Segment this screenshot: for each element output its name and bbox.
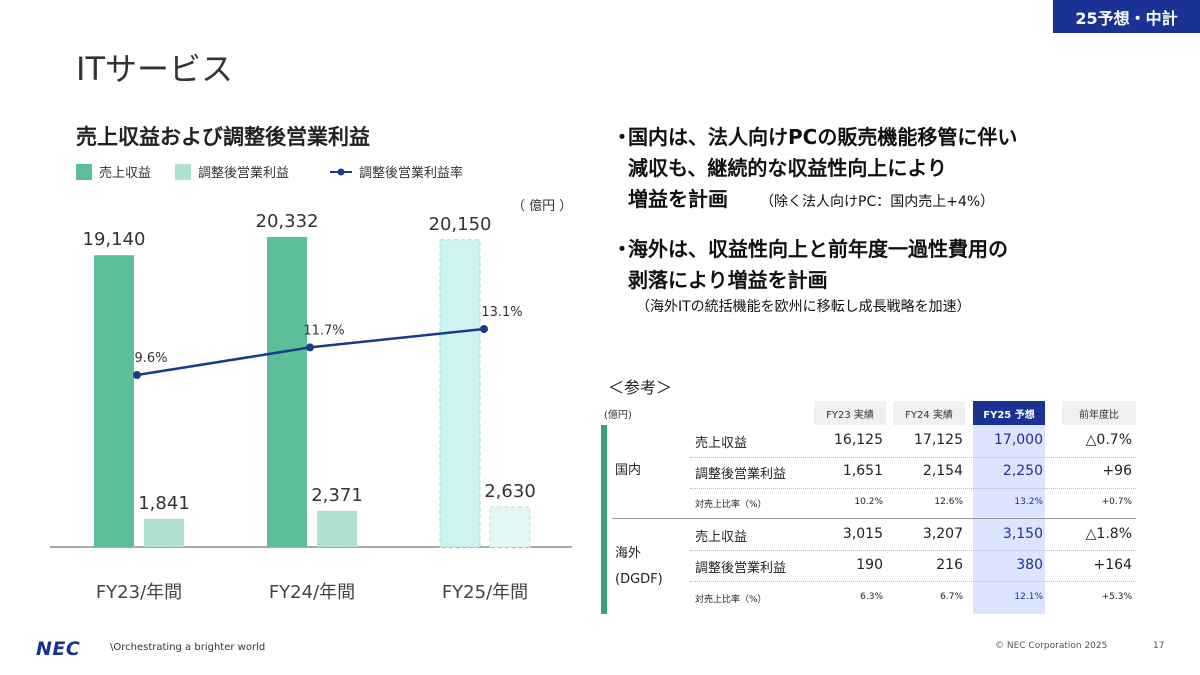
legend-label-revenue: 売上収益	[99, 166, 152, 181]
row-divider	[690, 550, 1136, 551]
bullet-line: 国内は、法人向けPCの販売機能移管に伴い	[628, 125, 1018, 149]
category-label: FY25/年間	[442, 582, 528, 603]
cell: 190	[856, 557, 883, 573]
cell: 380	[1016, 557, 1043, 573]
row-label: 調整後営業利益	[695, 561, 787, 576]
legend-swatch-revenue	[76, 163, 92, 180]
data-label-revenue: 19,140	[83, 229, 146, 250]
bar-line-chart: 19,140 1,841 FY23/年間 20,332 2,371 FY24/年間 20,1…	[50, 211, 572, 603]
cell: 17,000	[994, 432, 1043, 448]
group-label-line: 海外	[615, 546, 642, 561]
cell: 12.6%	[934, 497, 963, 507]
col-header-fy23: FY23 実績	[814, 401, 886, 425]
data-label-revenue: 20,332	[256, 211, 319, 232]
page-title: ITサービス	[76, 50, 233, 88]
cell: △0.7%	[1085, 432, 1132, 448]
cell: +0.7%	[1101, 497, 1132, 507]
data-label-rate: 13.1%	[481, 305, 522, 320]
group-label-domestic: 国内	[615, 463, 642, 478]
bullet-dot: ・	[612, 237, 632, 261]
cell: △1.8%	[1085, 526, 1132, 542]
rate-point	[480, 325, 488, 333]
row-divider	[690, 457, 1136, 458]
cell: +5.3%	[1101, 592, 1132, 602]
legend-label-profit: 調整後営業利益	[198, 166, 290, 181]
copyright: © NEC Corporation 2025	[995, 641, 1108, 651]
row-label: 調整後営業利益	[695, 467, 787, 482]
cell: 1,651	[842, 463, 883, 479]
cell: 6.7%	[940, 592, 963, 602]
row-label: 対売上比率（%）	[695, 500, 767, 510]
cell: +96	[1102, 463, 1132, 479]
bullet-line: 減収も、継続的な収益性向上により	[628, 156, 947, 180]
cell: 12.1%	[1014, 592, 1043, 602]
rate-point	[133, 371, 141, 379]
data-label-profit: 2,371	[311, 485, 363, 506]
data-label-profit: 2,630	[484, 481, 536, 502]
legend-swatch-profit	[175, 163, 191, 180]
legend-line-rate-icon	[330, 168, 352, 175]
forecast-badge: 25予想・中計	[1053, 0, 1200, 33]
legend-label-rate: 調整後営業利益率	[359, 166, 464, 181]
group-label-overseas: 海外 (DGDF)	[615, 541, 663, 593]
chart-title: 売上収益および調整後営業利益	[76, 125, 370, 149]
legend-item-profit: 調整後営業利益	[175, 162, 289, 181]
category-label: FY23/年間	[96, 582, 182, 603]
cell: +164	[1093, 557, 1132, 573]
cell: 16,125	[834, 432, 883, 448]
data-label-rate: 9.6%	[134, 351, 167, 366]
bar-profit	[144, 518, 184, 547]
group-label-line: (DGDF)	[615, 572, 663, 587]
page-number: 17	[1153, 641, 1165, 651]
reference-unit: (億円)	[604, 410, 632, 421]
row-divider	[690, 488, 1136, 489]
group-divider	[612, 518, 1136, 519]
data-label-profit: 1,841	[138, 493, 190, 514]
nec-logo: NEC	[36, 638, 81, 660]
bar-revenue	[94, 255, 134, 547]
cell: 17,125	[914, 432, 963, 448]
bar-profit	[489, 506, 531, 548]
group-accent-bar	[601, 425, 607, 614]
data-label-revenue: 20,150	[429, 214, 492, 235]
bullet-domestic: ・ 国内は、法人向けPCの販売機能移管に伴い 減収も、継続的な収益性向上により …	[612, 122, 1172, 218]
bullet-line: 海外は、収益性向上と前年度一過性費用の	[628, 237, 1008, 261]
col-header-fy25: FY25 予想	[973, 401, 1045, 425]
col-header-fy24: FY24 実績	[893, 401, 965, 425]
row-divider	[690, 581, 1136, 582]
bullet-line-with-note: 増益を計画 （除く法人向けPC：国内売上+4%）	[628, 184, 1172, 218]
cell: 2,154	[922, 463, 963, 479]
fy25-column-highlight	[973, 425, 1045, 614]
col-header-yoy: 前年度比	[1062, 401, 1136, 425]
row-label: 対売上比率（%）	[695, 595, 767, 605]
tagline: \Orchestrating a brighter world	[110, 642, 266, 653]
bullet-note: （海外ITの統括機能を欧州に移転し成長戦略を加速）	[636, 299, 971, 315]
bullet-overseas: ・ 海外は、収益性向上と前年度一過性費用の 剥落により増益を計画 （海外ITの統…	[612, 234, 1172, 318]
cell: 13.2%	[1014, 497, 1043, 507]
cell: 3,207	[922, 526, 963, 542]
bar-revenue	[439, 239, 481, 548]
row-label: 売上収益	[695, 530, 748, 545]
legend-item-rate: 調整後営業利益率	[330, 162, 463, 181]
cell: 216	[936, 557, 963, 573]
reference-title: ＜参考＞	[608, 378, 673, 397]
bullet-dot: ・	[612, 125, 632, 149]
data-label-rate: 11.7%	[303, 323, 344, 338]
cell: 2,250	[1002, 463, 1043, 479]
bar-profit	[317, 510, 357, 547]
bullet-note: （除く法人向けPC：国内売上+4%）	[760, 194, 995, 210]
bullet-line: 増益を計画	[628, 187, 728, 211]
bar-revenue	[267, 237, 307, 547]
cell: 6.3%	[860, 592, 883, 602]
cell: 3,015	[842, 526, 883, 542]
legend-item-revenue: 売上収益	[76, 162, 151, 181]
cell: 10.2%	[854, 497, 883, 507]
category-label: FY24/年間	[269, 582, 355, 603]
rate-point	[306, 343, 314, 352]
bullet-line: 剥落により増益を計画	[628, 268, 828, 292]
chart-unit-label: （ 億円 ）	[512, 199, 573, 214]
row-label: 売上収益	[695, 436, 748, 451]
cell: 3,150	[1002, 526, 1043, 542]
